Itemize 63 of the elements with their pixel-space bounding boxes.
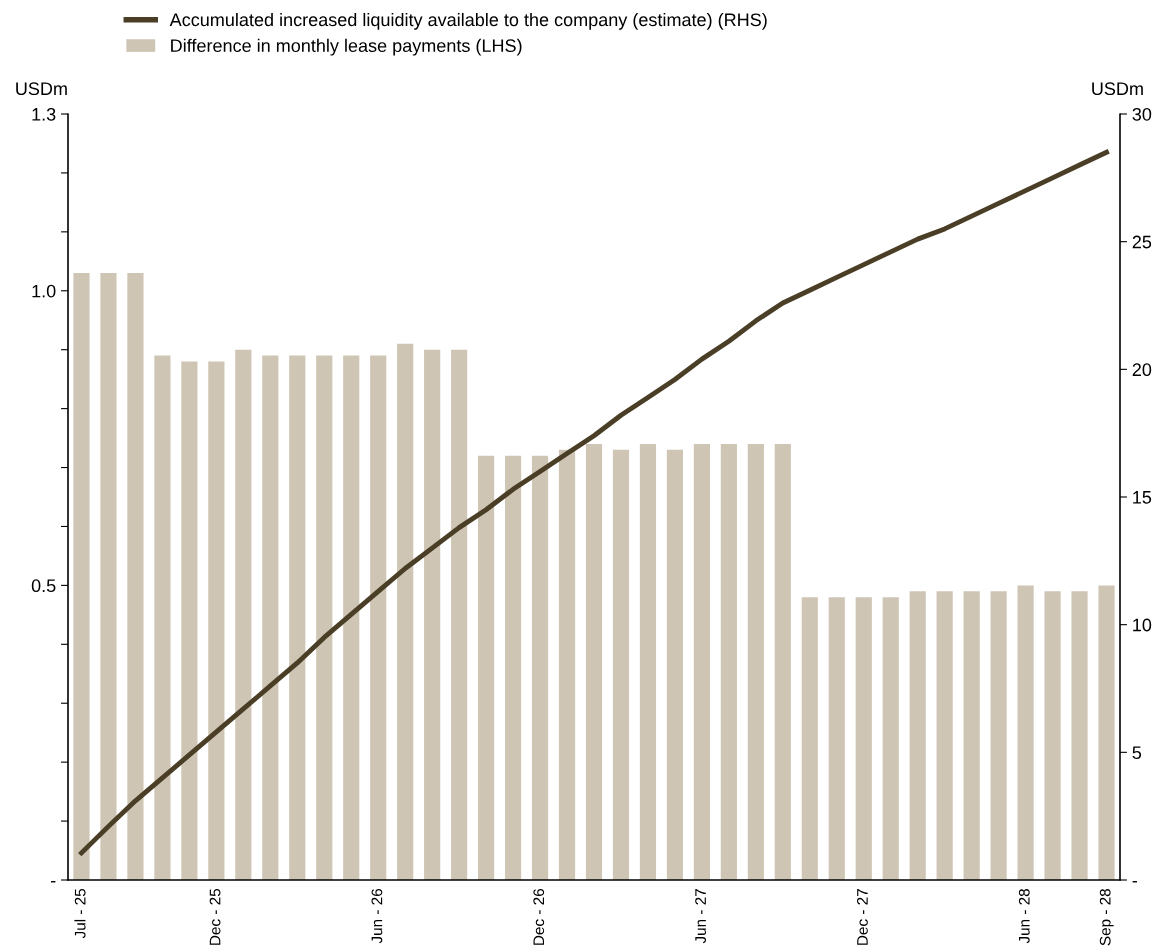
bar [235, 349, 252, 880]
bar [154, 355, 171, 880]
x-tick-label: Jun - 28 [1018, 888, 1030, 944]
bar [585, 443, 603, 880]
bar [882, 597, 899, 880]
bar [855, 597, 872, 880]
bar [289, 355, 306, 880]
bar [100, 273, 117, 880]
bar [693, 443, 710, 880]
y2-tick-label: 5 [1132, 746, 1142, 760]
bar [990, 591, 1007, 880]
line-series [79, 149, 1109, 856]
bar [451, 349, 468, 880]
y2-tick-label: 10 [1133, 618, 1152, 632]
x-tick-label: Dec - 26 [533, 889, 545, 945]
bar [397, 343, 414, 880]
x-tick-label: Dec - 25 [209, 888, 221, 945]
bar [666, 449, 684, 880]
y2-axis-title: USDm [1092, 82, 1143, 96]
bar [316, 355, 333, 880]
bar [181, 361, 198, 880]
bar [73, 273, 90, 880]
y2-tick-label: 25 [1132, 235, 1152, 249]
y-tick-label: 0.5 [31, 579, 56, 593]
bar [1071, 591, 1088, 880]
legend-label: Difference in monthly lease payments (LHS) [171, 38, 522, 56]
bar [747, 443, 764, 880]
y-tick-label: 1.0 [32, 284, 56, 298]
bar [208, 361, 225, 880]
y-tick-label: 1.3 [32, 107, 56, 121]
bar [424, 349, 441, 880]
bar [963, 591, 980, 880]
legend-label: Accumulated increased liquidity available to the company (estimate) (RHS) [169, 12, 767, 30]
bar [828, 597, 845, 880]
y-tick-label: - [50, 881, 56, 883]
bar [504, 455, 522, 880]
bar [262, 355, 279, 880]
bar [1098, 585, 1115, 880]
bar [531, 455, 549, 880]
bar [127, 273, 144, 880]
x-tick-label: Dec - 27 [857, 889, 868, 945]
bar [343, 355, 360, 880]
bar [370, 355, 387, 880]
x-tick-label: Jul - 25 [74, 888, 86, 939]
bar [558, 449, 576, 880]
y2-tick-label: 30 [1132, 107, 1152, 121]
y2-tick-label: 15 [1133, 491, 1152, 504]
bar [774, 443, 791, 880]
bar [1017, 585, 1034, 880]
bar [936, 591, 953, 880]
bar [1044, 591, 1061, 880]
bar [801, 597, 818, 880]
x-tick-label: Jun - 27 [695, 889, 706, 944]
y-axis-title: USDm [16, 82, 67, 96]
bar [639, 443, 657, 880]
y2-tick-label: 20 [1132, 363, 1152, 377]
x-tick-label: Jun - 26 [371, 889, 383, 944]
y2-tick-label: - [1132, 881, 1138, 883]
bar [909, 591, 926, 880]
bar [612, 449, 630, 880]
bar [478, 455, 495, 880]
x-tick-label: Sep - 28 [1099, 888, 1114, 946]
bar [720, 443, 737, 880]
